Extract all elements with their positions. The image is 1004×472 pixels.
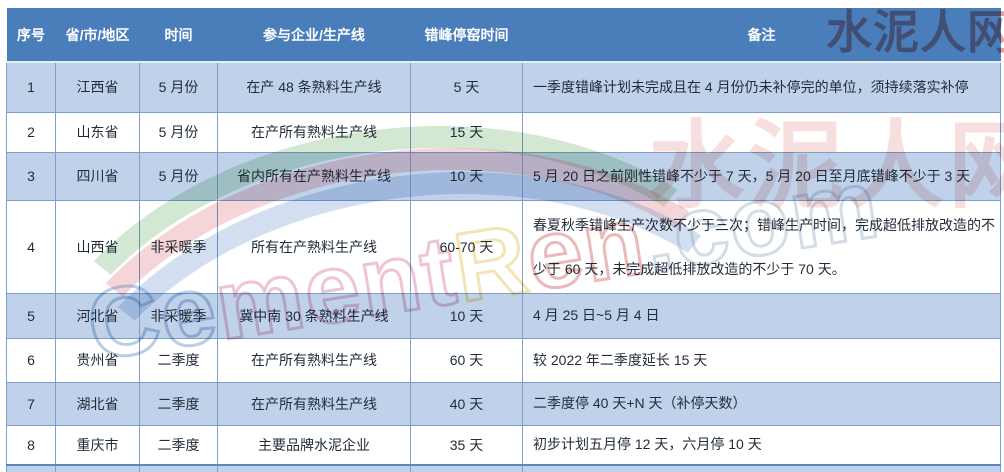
cell-region: 江西省	[55, 61, 140, 113]
cell-no: 4	[6, 199, 56, 294]
cell-region: 河北省	[55, 292, 140, 339]
cell-days: 40 天	[410, 381, 523, 426]
cell-lines: 在产所有熟料生产线	[217, 381, 411, 426]
cell-lines: 在产所有熟料生产线	[217, 337, 411, 383]
cell-days: 15 天	[410, 111, 523, 153]
cell-region: 贵州省	[55, 337, 140, 383]
cell-lines: 主要品牌水泥企业	[217, 424, 411, 466]
cell-days: 35 天	[410, 424, 523, 466]
header-cell-days: 错峰停窑时间	[410, 8, 523, 63]
cell-lines: 在产所有熟料生产线	[217, 111, 411, 153]
cell-note: 初步计划五月停 12 天，六月停 10 天	[522, 424, 1001, 466]
cell-no: 6	[6, 337, 56, 383]
cell-note: 5 月 20 日之前刚性错峰不少于 7 天，5 月 20 日至月底错峰不少于 3…	[522, 151, 1001, 201]
cell-lines: 省内所有在产熟料生产线	[217, 151, 411, 201]
cell-region: 四川省	[55, 151, 140, 201]
cell-empty	[55, 464, 140, 472]
peak-shift-table: 序号 省/市/地区 时间 参与企业/生产线 错峰停窑时间 备注 1 江西省 5 月份…	[6, 8, 1001, 472]
cell-empty	[522, 464, 1001, 472]
cell-time: 二季度	[139, 337, 218, 383]
cell-no: 8	[6, 424, 56, 466]
cell-note	[522, 111, 1001, 153]
cell-empty	[139, 464, 218, 472]
table-body: 1 江西省 5 月份 在产 48 条熟料生产线 5 天一季度错峰计划未完成且在 4 月份…	[6, 61, 1001, 472]
cell-note: 4 月 25 日~5 月 4 日	[522, 292, 1001, 339]
partial-row	[6, 464, 1001, 472]
cell-note: 一季度错峰计划未完成且在 4 月份仍未补停完的单位，须持续落实补停	[522, 61, 1001, 113]
cell-days: 10 天	[410, 292, 523, 339]
cell-no: 5	[6, 292, 56, 339]
header-row: 序号 省/市/地区 时间 参与企业/生产线 错峰停窑时间 备注	[6, 8, 1001, 63]
cell-empty	[410, 464, 523, 472]
cell-lines: 冀中南 30 条熟料生产线	[217, 292, 411, 339]
cell-days: 60 天	[410, 337, 523, 383]
table-row: 6 贵州省 二季度 在产所有熟料生产线 60 天较 2022 年二季度延长 15 天	[6, 337, 1001, 383]
cell-no: 3	[6, 151, 56, 201]
cell-empty	[6, 464, 56, 472]
table-row: 8 重庆市 二季度 主要品牌水泥企业 35 天初步计划五月停 12 天，六月停 10 天	[6, 424, 1001, 466]
cell-region: 湖北省	[55, 381, 140, 426]
cell-days: 60-70 天	[410, 199, 523, 294]
cell-no: 2	[6, 111, 56, 153]
cell-note: 春夏秋季错峰生产次数不少于三次；错峰生产时间，完成超低排放改造的不少于 60 天…	[522, 199, 1001, 294]
header-cell-lines: 参与企业/生产线	[217, 8, 411, 63]
cell-time: 5 月份	[139, 61, 218, 113]
cell-no: 7	[6, 381, 56, 426]
cell-time: 二季度	[139, 424, 218, 466]
cell-lines: 所有在产熟料生产线	[217, 199, 411, 294]
cell-no: 1	[6, 61, 56, 113]
cell-note: 较 2022 年二季度延长 15 天	[522, 337, 1001, 383]
cell-region: 山东省	[55, 111, 140, 153]
table-row: 4 山西省 非采暖季 所有在产熟料生产线 60-70 天春夏秋季错峰生产次数不少于三次；…	[6, 199, 1001, 294]
cell-region: 重庆市	[55, 424, 140, 466]
cell-time: 非采暖季	[139, 199, 218, 294]
cell-days: 10 天	[410, 151, 523, 201]
table-header: 序号 省/市/地区 时间 参与企业/生产线 错峰停窑时间 备注	[6, 8, 1001, 63]
cell-time: 5 月份	[139, 111, 218, 153]
header-cell-region: 省/市/地区	[55, 8, 140, 63]
cell-region: 山西省	[55, 199, 140, 294]
table-row: 7 湖北省 二季度 在产所有熟料生产线 40 天二季度停 40 天+N 天（补停天数）	[6, 381, 1001, 426]
cell-empty	[217, 464, 411, 472]
cell-time: 5 月份	[139, 151, 218, 201]
table-row: 1 江西省 5 月份 在产 48 条熟料生产线 5 天一季度错峰计划未完成且在 4 月份…	[6, 61, 1001, 113]
header-cell-time: 时间	[139, 8, 218, 63]
cell-note: 二季度停 40 天+N 天（补停天数）	[522, 381, 1001, 426]
header-cell-note: 备注	[522, 8, 1001, 63]
cell-days: 5 天	[410, 61, 523, 113]
table-row: 2 山东省 5 月份 在产所有熟料生产线 15 天	[6, 111, 1001, 153]
header-cell-no: 序号	[6, 8, 56, 63]
cell-lines: 在产 48 条熟料生产线	[217, 61, 411, 113]
cell-time: 二季度	[139, 381, 218, 426]
cell-time: 非采暖季	[139, 292, 218, 339]
